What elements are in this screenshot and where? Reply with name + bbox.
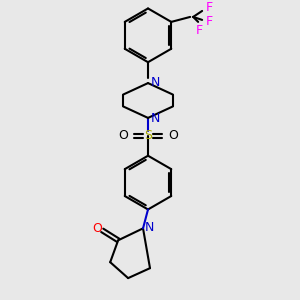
- Text: O: O: [118, 129, 128, 142]
- Text: N: N: [150, 112, 160, 125]
- Text: F: F: [206, 15, 213, 28]
- Text: O: O: [92, 222, 102, 235]
- Text: F: F: [206, 2, 213, 14]
- Text: S: S: [144, 129, 152, 142]
- Text: F: F: [196, 24, 203, 37]
- Text: N: N: [150, 76, 160, 88]
- Text: O: O: [168, 129, 178, 142]
- Text: N: N: [144, 221, 154, 234]
